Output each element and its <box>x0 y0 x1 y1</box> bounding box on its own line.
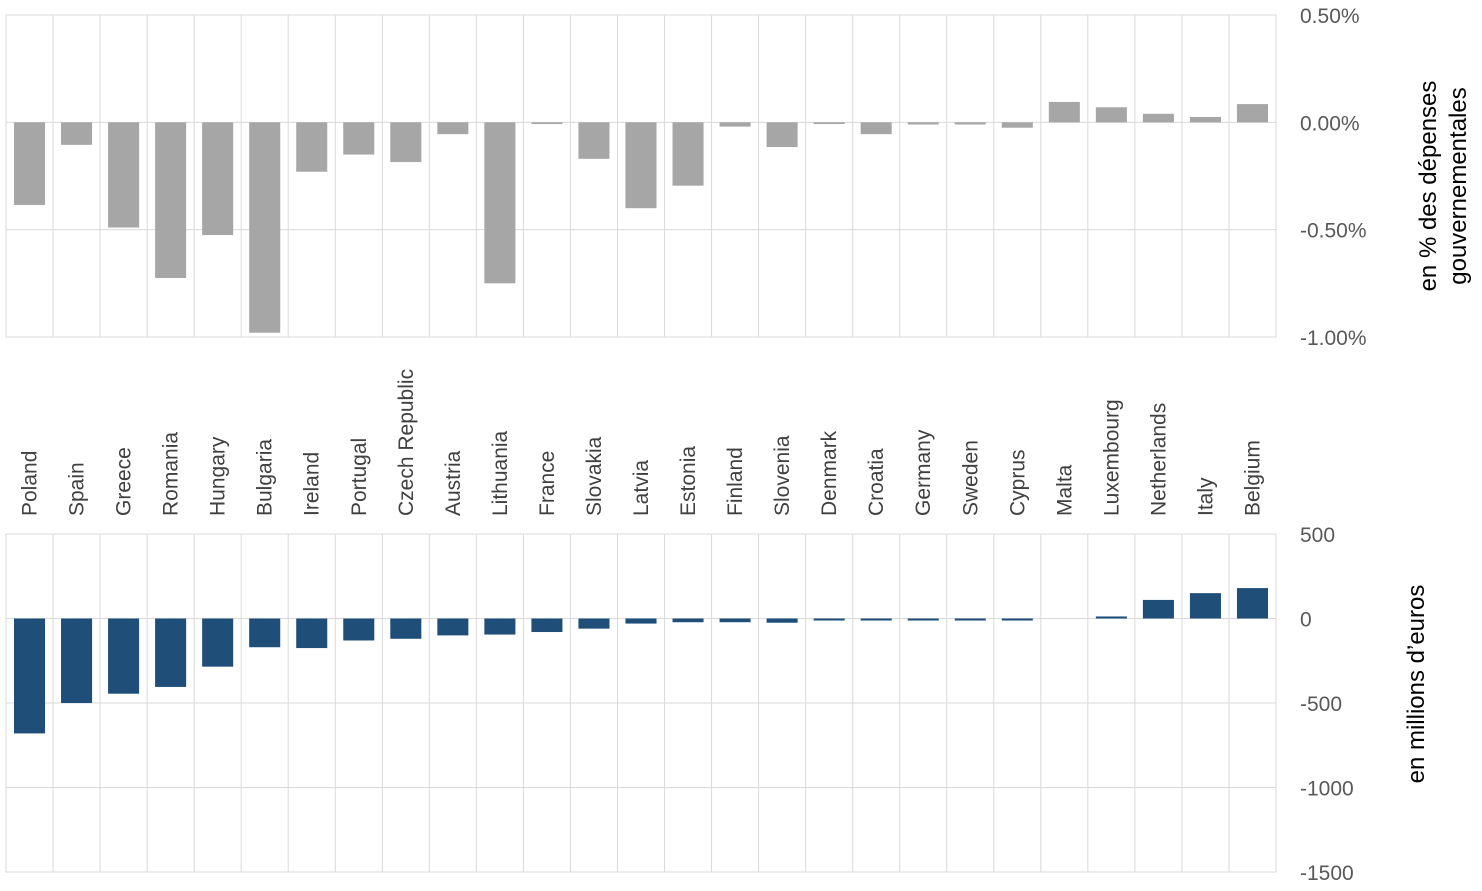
bar-eur-poland <box>13 618 46 734</box>
bar-pct-czech-republic <box>390 122 422 163</box>
bar-pct-netherlands <box>1142 113 1174 123</box>
bar-pct-greece <box>108 122 140 228</box>
category-label-spain: Spain <box>66 462 89 516</box>
category-labels: Poland Spain Greece Romania Hungary Bulgaria I… <box>19 369 1265 516</box>
bar-pct-germany <box>907 122 939 125</box>
bar-pct-lithuania <box>484 122 516 284</box>
bar-eur-latvia <box>625 618 657 624</box>
bar-eur-bulgaria <box>249 618 281 648</box>
pct-ytick-label: -0.50% <box>1300 220 1367 243</box>
category-label-cyprus: Cyprus <box>1006 449 1029 516</box>
category-label-belgium: Belgium <box>1241 440 1264 516</box>
bottom-panel-millions-euros: 500 0 -500 -1000 -1500 en millions d’euros <box>5 524 1430 885</box>
bar-eur-czech-republic <box>390 618 422 639</box>
eur-ytick-label: -1000 <box>1300 778 1354 801</box>
bar-pct-malta <box>1048 101 1080 123</box>
eur-y-axis-title: en millions d’euros <box>1403 585 1430 784</box>
category-label-greece: Greece <box>113 447 136 516</box>
category-label-portugal: Portugal <box>348 438 371 516</box>
pct-ytick-label: -1.00% <box>1300 327 1367 350</box>
bar-pct-sweden <box>954 122 986 125</box>
category-label-czech-republic: Czech Republic <box>395 369 418 516</box>
eur-ytick-label: -500 <box>1300 693 1342 716</box>
category-label-romania: Romania <box>160 432 183 516</box>
bar-eur-portugal <box>343 618 375 641</box>
category-label-sweden: Sweden <box>959 440 982 516</box>
bar-pct-austria <box>437 122 469 135</box>
bar-eur-italy <box>1189 593 1221 619</box>
bar-eur-lithuania <box>484 618 516 635</box>
eur-ytick-label: -1500 <box>1300 862 1354 885</box>
pct-y-axis-title-line: gouvernementales <box>1445 87 1472 284</box>
category-label-germany: Germany <box>912 429 935 516</box>
category-label-latvia: Latvia <box>630 460 653 516</box>
top-panel-pct-spending: 0.50% 0.00% -0.50% -1.00% en % des dépenses g… <box>5 5 1472 350</box>
bar-eur-belgium <box>1236 588 1269 619</box>
eur-ytick-label: 500 <box>1300 524 1335 547</box>
category-label-bulgaria: Bulgaria <box>254 439 277 516</box>
bar-pct-slovakia <box>578 122 610 159</box>
bar-eur-netherlands <box>1142 599 1174 619</box>
bar-pct-bulgaria <box>249 122 281 333</box>
bar-eur-slovakia <box>578 618 610 629</box>
category-label-hungary: Hungary <box>207 436 230 516</box>
bar-eur-hungary <box>202 618 234 667</box>
bar-eur-finland <box>719 618 751 623</box>
category-label-croatia: Croatia <box>865 448 888 516</box>
category-label-denmark: Denmark <box>818 430 841 516</box>
bar-pct-latvia <box>625 122 657 209</box>
bar-pct-estonia <box>672 122 704 186</box>
bar-pct-hungary <box>202 122 234 236</box>
category-label-estonia: Estonia <box>677 446 700 516</box>
category-label-finland: Finland <box>724 447 747 516</box>
category-label-slovakia: Slovakia <box>583 436 606 516</box>
bar-pct-romania <box>155 122 187 278</box>
bar-pct-spain <box>61 122 93 145</box>
category-label-netherlands: Netherlands <box>1147 403 1170 516</box>
category-label-lithuania: Lithuania <box>489 430 512 516</box>
bar-pct-cyprus <box>1001 122 1033 128</box>
bar-eur-estonia <box>672 618 704 623</box>
bar-pct-italy <box>1189 116 1221 123</box>
pct-y-axis-title: en % des dépenses gouvernementales <box>1415 81 1472 292</box>
bar-eur-denmark <box>813 618 845 621</box>
bar-pct-poland <box>13 122 46 205</box>
bar-pct-belgium <box>1236 104 1269 123</box>
pct-y-axis-title-line: en % des dépenses <box>1415 81 1442 292</box>
eur-ytick-label: 0 <box>1300 609 1312 632</box>
category-label-austria: Austria <box>442 450 465 516</box>
bar-eur-croatia <box>860 618 892 621</box>
bar-pct-ireland <box>296 122 328 172</box>
category-label-malta: Malta <box>1053 464 1076 516</box>
bar-eur-cyprus <box>1001 618 1033 621</box>
bar-eur-germany <box>907 618 939 621</box>
bar-eur-romania <box>155 618 187 687</box>
bar-eur-sweden <box>954 618 986 621</box>
category-label-slovenia: Slovenia <box>771 435 794 516</box>
category-label-poland: Poland <box>19 451 42 516</box>
bar-pct-luxembourg <box>1095 107 1127 123</box>
bar-eur-austria <box>437 618 469 636</box>
category-label-france: France <box>536 451 559 516</box>
bar-eur-france <box>531 618 563 633</box>
bar-pct-slovenia <box>766 122 798 148</box>
category-label-luxembourg: Luxembourg <box>1100 399 1123 516</box>
category-label-ireland: Ireland <box>301 452 324 516</box>
bar-eur-spain <box>61 618 93 703</box>
bar-pct-croatia <box>860 122 892 135</box>
bar-pct-portugal <box>343 122 375 155</box>
pct-ytick-label: 0.50% <box>1300 5 1360 28</box>
bar-pct-finland <box>719 122 751 127</box>
bar-eur-greece <box>108 618 140 694</box>
category-label-italy: Italy <box>1194 477 1217 516</box>
bar-eur-ireland <box>296 618 328 649</box>
bar-eur-slovenia <box>766 618 798 623</box>
bar-eur-luxembourg <box>1095 616 1127 619</box>
pct-ytick-label: 0.00% <box>1300 112 1360 135</box>
bar-pct-france <box>531 122 563 125</box>
bar-pct-denmark <box>813 122 845 125</box>
